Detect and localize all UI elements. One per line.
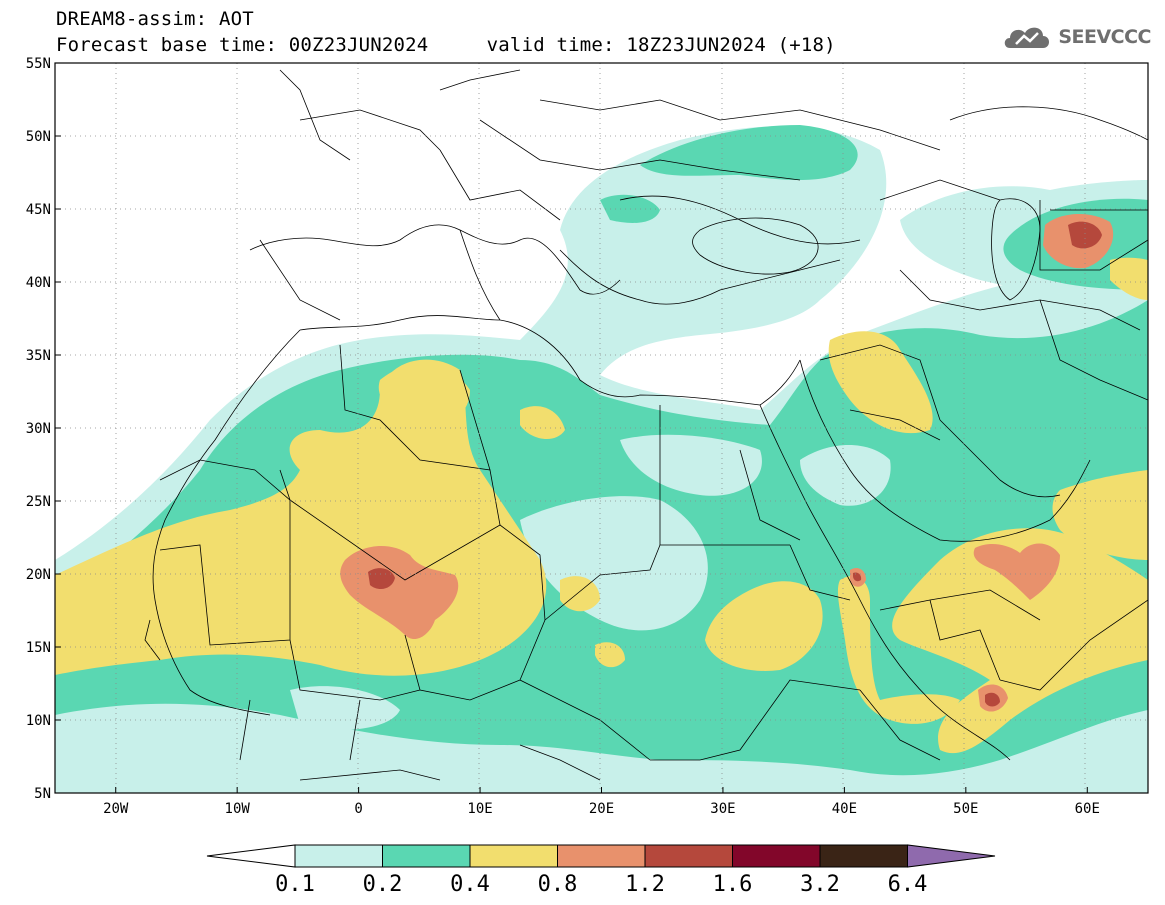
colorbar-left-extend (206, 844, 296, 868)
latitude-axis: 55N 50N 45N 40N 35N 30N 25N 20N 15N 10N 5N (26, 56, 61, 802)
lon-label: 60E (1075, 801, 1100, 817)
colorbar-label: 0.2 (363, 872, 403, 897)
lat-label: 20N (26, 567, 51, 583)
coastlines-and-borders (144, 69, 1148, 781)
colorbar-label: 1.6 (713, 872, 753, 897)
aot-level-1.2 (368, 221, 1102, 707)
lat-label: 45N (26, 202, 51, 218)
time-info: Forecast base time: 00Z23JUN2024 valid t… (56, 34, 836, 56)
lon-label: 0 (354, 801, 362, 817)
lon-label: 10E (467, 801, 492, 817)
colorbar-label: 0.4 (450, 872, 490, 897)
colorbar-segment (469, 844, 558, 868)
seevccc-logo: SEEVCCC (1002, 22, 1151, 52)
longitude-axis: 20W 10W 0 10E 20E 30E 40E 50E 60E (103, 787, 1100, 817)
colorbar-label: 3.2 (800, 872, 840, 897)
lon-label: 20E (589, 801, 614, 817)
colorbar-segment (819, 844, 908, 868)
lat-label: 15N (26, 640, 51, 656)
colorbar-segment (382, 844, 471, 868)
colorbar-label: 1.2 (625, 872, 665, 897)
colorbar-label: 0.1 (275, 872, 315, 897)
colorbar-label: 6.4 (888, 872, 928, 897)
colorbar-segment (732, 844, 821, 868)
colorbar-right-extend (907, 844, 996, 868)
colorbar-segment (294, 844, 383, 868)
logo-text: SEEVCCC (1058, 26, 1151, 48)
colorbar-segment (557, 844, 646, 868)
lat-label: 35N (26, 348, 51, 364)
map-title: DREAM8-assim: AOT (56, 8, 254, 30)
lon-label: 10W (225, 801, 251, 817)
lat-label: 25N (26, 494, 51, 510)
colorbar-segment (644, 844, 733, 868)
valid-time-label: valid time: 18Z23JUN2024 (+18) (486, 34, 836, 56)
lon-label: 20W (103, 801, 129, 817)
base-time-label: Forecast base time: 00Z23JUN2024 (56, 34, 429, 56)
lat-lon-grid (55, 63, 1148, 793)
lat-label: 30N (26, 421, 51, 437)
lat-label: 40N (26, 275, 51, 291)
lat-label: 5N (34, 786, 51, 802)
lon-label: 50E (953, 801, 978, 817)
lon-label: 40E (832, 801, 857, 817)
colorbar-label: 0.8 (538, 872, 578, 897)
lon-label: 30E (710, 801, 735, 817)
aot-colorbar: 0.1 0.2 0.4 0.8 1.2 1.6 3.2 6.4 (206, 844, 996, 897)
aot-field (55, 63, 1148, 793)
lat-label: 50N (26, 129, 51, 145)
cloud-icon (1005, 27, 1050, 48)
lat-label: 55N (26, 56, 51, 72)
lat-label: 10N (26, 713, 51, 729)
